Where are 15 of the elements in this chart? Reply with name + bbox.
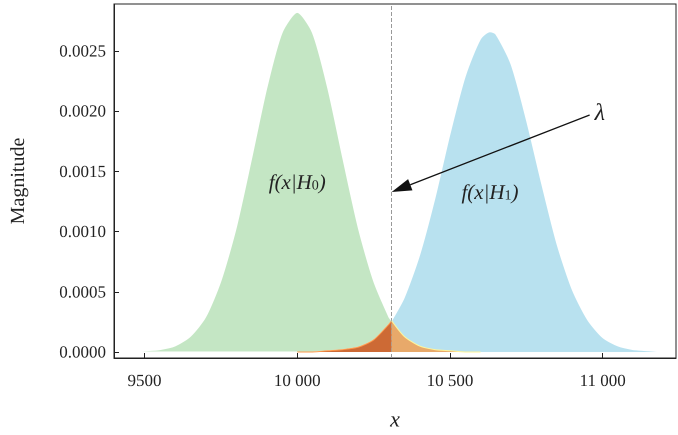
x-axis-title: x bbox=[389, 406, 400, 432]
y-tick-label: 0.0020 bbox=[59, 102, 106, 121]
y-tick-label: 0.0010 bbox=[59, 222, 106, 242]
y-tick-label: 0.0000 bbox=[59, 342, 106, 362]
x-tick-label: 9500 bbox=[128, 371, 162, 390]
y-tick-label: 0.0025 bbox=[59, 41, 106, 60]
y-tick-label: 0.0015 bbox=[59, 162, 106, 181]
series-label: f(x|H0) bbox=[268, 170, 326, 194]
y-axis-title: Magnitude bbox=[7, 138, 29, 224]
x-tick-label: 11 000 bbox=[580, 371, 626, 390]
y-tick-label: 0.0005 bbox=[59, 282, 106, 302]
x-tick-label: 10 500 bbox=[426, 371, 474, 390]
series-label: f(x|H1) bbox=[461, 180, 519, 204]
annotation: λ bbox=[594, 100, 606, 126]
x-tick-label: 10 000 bbox=[274, 371, 321, 390]
